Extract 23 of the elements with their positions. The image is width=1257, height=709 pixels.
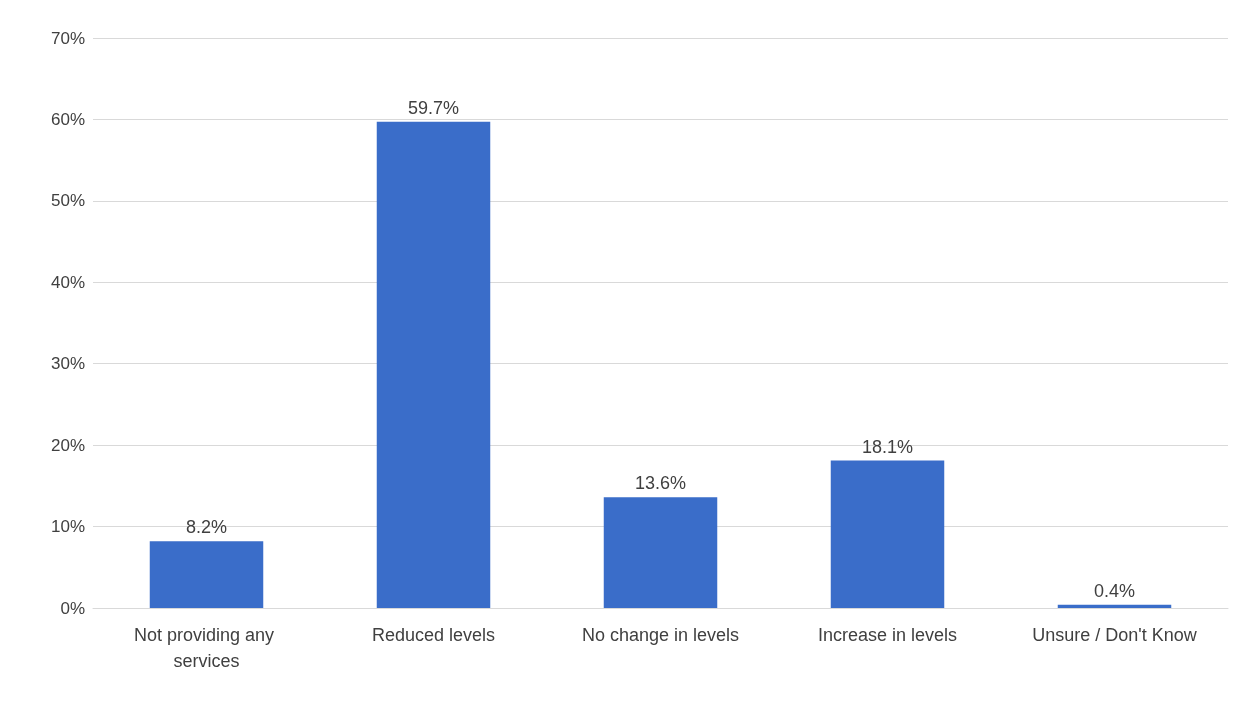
x-tick-label: Unsure / Don't Know — [1032, 625, 1198, 645]
y-tick-label: 40% — [50, 272, 85, 292]
bar — [830, 460, 945, 608]
bar — [603, 497, 718, 608]
y-tick-label: 30% — [50, 354, 85, 374]
x-tick-label: No change in levels — [581, 625, 740, 645]
y-tick-label: 0% — [60, 598, 85, 618]
bar — [1057, 604, 1172, 608]
y-tick-label: 50% — [50, 191, 85, 211]
data-label: 18.1% — [861, 436, 914, 457]
bar — [376, 121, 491, 608]
x-tick-label: Increase in levels — [817, 625, 958, 645]
x-tick-label: Not providing any services — [133, 625, 280, 671]
y-tick-label: 70% — [50, 28, 85, 48]
data-label: 0.4% — [1093, 580, 1136, 601]
data-label: 13.6% — [634, 473, 687, 494]
data-label: 8.2% — [185, 517, 228, 538]
data-label: 59.7% — [407, 97, 460, 118]
y-tick-label: 10% — [50, 517, 85, 537]
y-tick-label: 20% — [50, 435, 85, 455]
x-tick-label: Reduced levels — [371, 625, 496, 645]
bar — [149, 541, 264, 608]
y-tick-label: 60% — [50, 109, 85, 129]
